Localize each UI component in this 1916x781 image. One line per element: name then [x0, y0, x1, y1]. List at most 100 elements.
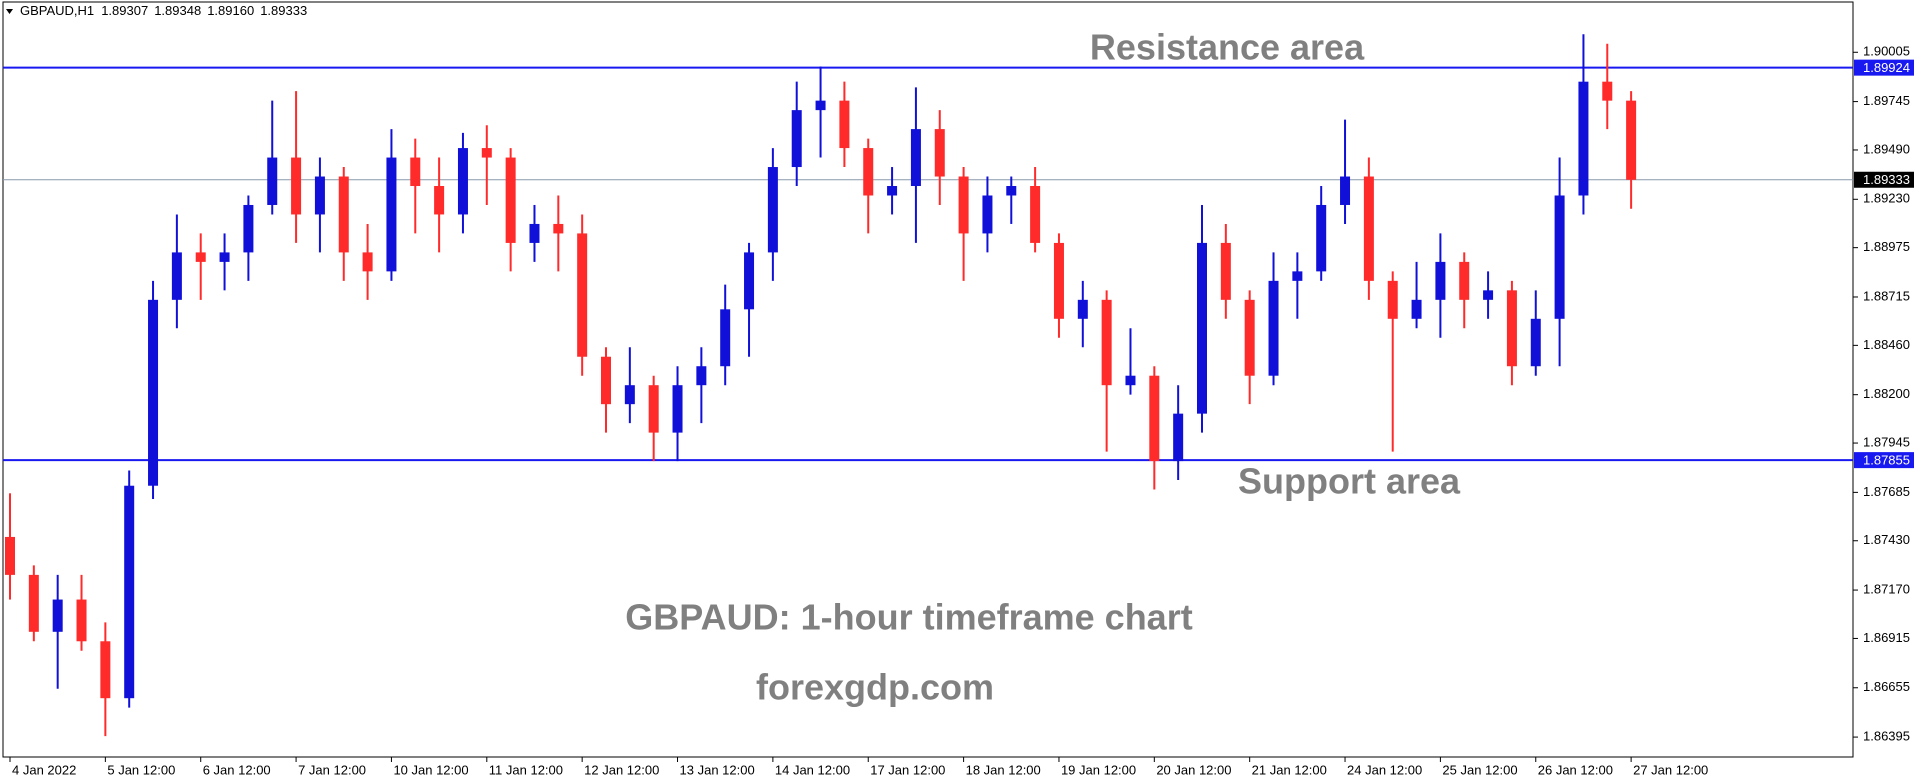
candle-body [1530, 318, 1541, 367]
candle-body [624, 385, 635, 405]
x-tick-label: 18 Jan 12:00 [966, 762, 1041, 777]
y-tick-label: 1.87685 [1863, 484, 1910, 499]
candle-body [338, 176, 349, 253]
x-tick-label: 4 Jan 2022 [12, 762, 76, 777]
x-tick-label: 20 Jan 12:00 [1156, 762, 1231, 777]
candle-body [1602, 81, 1613, 101]
x-tick-label: 13 Jan 12:00 [680, 762, 755, 777]
candle-body [1244, 299, 1255, 376]
candle-body [744, 252, 755, 310]
x-tick-label: 25 Jan 12:00 [1442, 762, 1517, 777]
x-tick-label: 27 Jan 12:00 [1633, 762, 1708, 777]
x-tick-label: 24 Jan 12:00 [1347, 762, 1422, 777]
candle-body [577, 233, 588, 357]
candle-body [243, 204, 254, 253]
resistance-tag [1854, 59, 1914, 76]
candle-body [553, 223, 564, 234]
candle-body [887, 186, 898, 196]
candle-body [219, 252, 230, 262]
resistance-tag-label: 1.89924 [1863, 60, 1910, 75]
candle-body [481, 148, 492, 158]
candle-body [1363, 176, 1374, 281]
y-tick-label: 1.86395 [1863, 729, 1910, 744]
x-tick-label: 26 Jan 12:00 [1538, 762, 1613, 777]
y-tick-label: 1.88975 [1863, 239, 1910, 254]
candle-body [1268, 280, 1279, 376]
candle-body [171, 252, 182, 300]
candle-body [195, 252, 206, 262]
candle-body [1006, 186, 1017, 196]
chart-header: GBPAUD,H1 1.89307 1.89348 1.89160 1.89333 [20, 3, 307, 18]
candle-body [1483, 290, 1494, 300]
y-tick-label: 1.89745 [1863, 93, 1910, 108]
candle-body [1149, 375, 1160, 462]
y-tick-label: 1.89490 [1863, 141, 1910, 156]
support-tag-label: 1.87855 [1863, 453, 1910, 468]
candle-body [1554, 195, 1565, 319]
y-tick-label: 1.88715 [1863, 288, 1910, 303]
candle-body [601, 356, 611, 405]
candle-body [1053, 242, 1064, 319]
x-tick-label: 19 Jan 12:00 [1061, 762, 1136, 777]
last_price-tag [1854, 171, 1914, 188]
candle-body [648, 385, 659, 433]
candle-body [124, 485, 135, 699]
y-tick-label: 1.88200 [1863, 386, 1910, 401]
candle-body [958, 176, 969, 234]
candle-body [672, 385, 683, 433]
candle-body [1578, 81, 1589, 196]
support-tag [1854, 452, 1914, 469]
candle-body [28, 574, 39, 632]
candle-body [314, 176, 325, 215]
candle-body [1387, 280, 1398, 319]
candle-body [1030, 186, 1041, 243]
candle-body [1411, 299, 1422, 319]
candle-body [434, 186, 445, 215]
candle-body [696, 366, 707, 386]
x-tick-label: 12 Jan 12:00 [584, 762, 659, 777]
header-low: 1.89160 [207, 3, 254, 18]
y-tick-label: 1.90005 [1863, 44, 1910, 59]
candle-body [815, 100, 826, 111]
header-open: 1.89307 [101, 3, 148, 18]
candle-body [1292, 271, 1303, 281]
candle-body [267, 157, 278, 205]
candle-body [529, 223, 540, 243]
x-tick-label: 17 Jan 12:00 [870, 762, 945, 777]
x-tick-label: 6 Jan 12:00 [203, 762, 271, 777]
y-tick-label: 1.86655 [1863, 679, 1910, 694]
candle-body [791, 110, 802, 168]
candle-body [1197, 242, 1207, 414]
candle-body [1316, 204, 1327, 272]
x-tick-label: 7 Jan 12:00 [298, 762, 366, 777]
candle-body [720, 309, 731, 367]
candle-body [863, 148, 874, 196]
candle-body [1101, 299, 1112, 386]
y-tick-label: 1.87170 [1863, 582, 1910, 597]
plot-frame [2, 1, 1854, 758]
candle-body [910, 129, 921, 187]
candle-body [1125, 375, 1136, 386]
candle-body [1077, 299, 1088, 319]
y-tick-label: 1.86915 [1863, 630, 1910, 645]
candle-body [76, 599, 87, 642]
candle-body [839, 100, 850, 149]
symbol: GBPAUD,H1 [20, 3, 94, 18]
candle-body [386, 157, 397, 272]
y-tick-label: 1.88460 [1863, 337, 1910, 352]
annotation: Support area [1238, 461, 1461, 502]
candle-body [410, 157, 421, 187]
annotation: Resistance area [1090, 27, 1365, 68]
x-tick-label: 11 Jan 12:00 [489, 762, 563, 777]
header-close: 1.89333 [260, 3, 307, 18]
x-tick-label: 10 Jan 12:00 [393, 762, 468, 777]
candle-body [934, 129, 945, 177]
candle-body [1459, 261, 1470, 300]
y-tick-label: 1.87945 [1863, 434, 1910, 449]
header-high: 1.89348 [154, 3, 201, 18]
candle-body [52, 599, 63, 632]
last_price-tag-label: 1.89333 [1863, 172, 1910, 187]
y-tick-label: 1.87430 [1863, 532, 1910, 547]
